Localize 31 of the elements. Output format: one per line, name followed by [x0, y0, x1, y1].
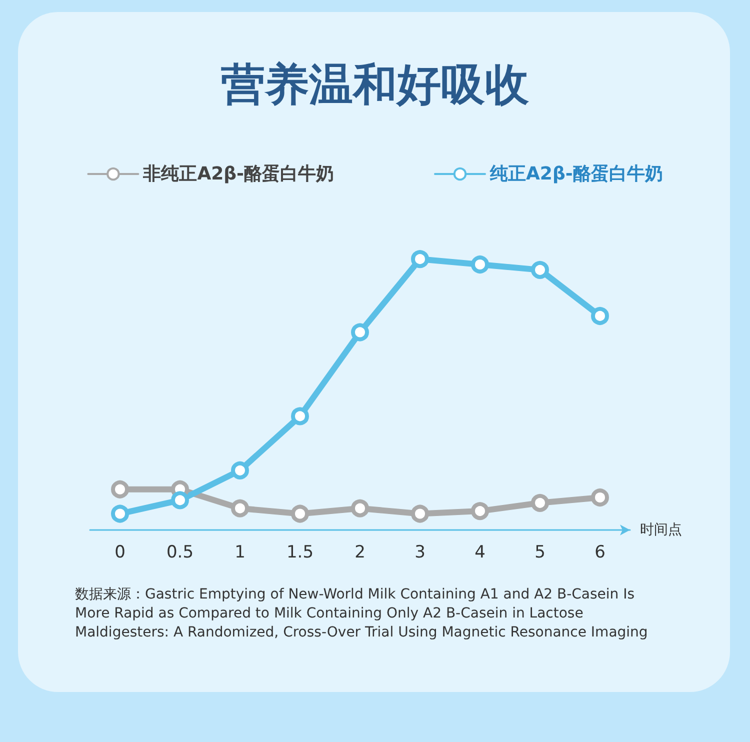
point	[411, 504, 429, 523]
point	[231, 499, 249, 518]
x-tick-label: 1	[234, 542, 246, 562]
x-tick-label: 0	[114, 542, 126, 562]
x-tick-label: 0.5	[166, 542, 194, 562]
x-tick-label: 1.5	[286, 542, 314, 562]
point	[351, 499, 369, 518]
point	[531, 260, 549, 279]
point	[171, 491, 189, 510]
source-note: 数据来源：Gastric Emptying of New-World Milk Containing A1 and A2 B-Casein Is More Rapid as Compared to Milk Containing Only A2 B-Casein in Lactose Maldigesters: A Randomized, Cross-Over Trial Using Magnetic Resonance Imaging	[75, 586, 648, 640]
legend-label: 纯正A2β-酪蛋白牛奶	[489, 164, 663, 184]
point	[531, 494, 549, 512]
point	[471, 502, 489, 520]
point	[111, 480, 129, 498]
x-tick-label: 6	[594, 542, 606, 562]
x-tick-label: 5	[534, 542, 546, 562]
point	[291, 407, 309, 426]
point	[231, 461, 249, 480]
point	[411, 250, 429, 268]
chart-title: 营养温和好吸收	[221, 60, 530, 110]
point	[591, 306, 609, 325]
x-axis-title: 时间点	[640, 522, 682, 538]
x-tick-label: 3	[414, 542, 426, 562]
point	[471, 256, 489, 274]
point	[351, 323, 369, 342]
point	[111, 504, 129, 523]
x-tick-label: 4	[474, 542, 486, 562]
point	[291, 504, 309, 523]
x-tick-label: 2	[354, 542, 366, 562]
point	[591, 488, 609, 506]
legend-label: 非纯正A2β-酪蛋白牛奶	[142, 164, 334, 184]
